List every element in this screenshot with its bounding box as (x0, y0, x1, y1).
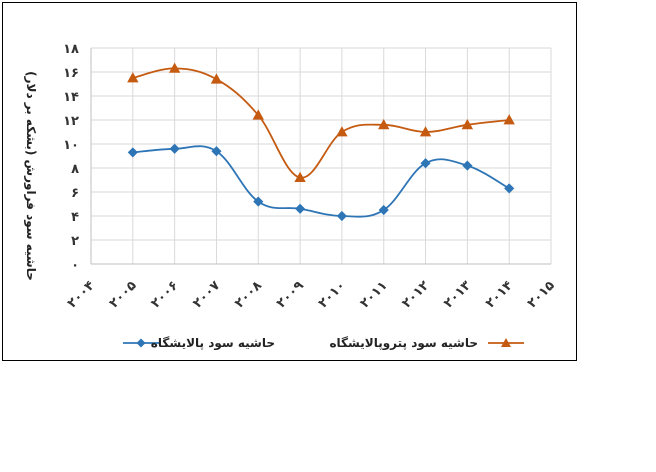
x-tick-label: ۲۰۱۱ (357, 278, 390, 311)
x-tick-label: ۲۰۰۷ (190, 278, 223, 311)
legend-marker-petro-refinery (501, 338, 511, 347)
x-tick-labels: ۲۰۰۴ ۲۰۰۵ ۲۰۰۶ ۲۰۰۷ ۲۰۰۸ ۲۰۰۹ ۲۰۱۰ ۲۰۱۱ ۲۰۱۲ ۲۰۱۳… (65, 278, 558, 311)
series-group (127, 62, 515, 222)
data-point (211, 146, 222, 157)
data-point (336, 126, 348, 137)
x-tick-label: ۲۰۱۵ (525, 278, 558, 311)
data-point (295, 203, 306, 214)
y-tick-label: ۴ (71, 210, 79, 225)
y-tick-label: ۱۰ (63, 138, 79, 153)
series-line (132, 145, 510, 218)
y-tick-label: ۱۸ (63, 42, 79, 57)
grid-lines (91, 47, 552, 264)
x-tick-label: ۲۰۰۶ (148, 278, 181, 311)
data-point (336, 210, 347, 222)
y-tick-label: ۸ (71, 162, 79, 177)
x-tick-label: ۲۰۱۰ (316, 278, 349, 311)
y-tick-label: ۶ (71, 186, 79, 201)
data-point (419, 126, 432, 137)
y-tick-label: ۱۴ (63, 90, 79, 105)
data-point (462, 160, 473, 171)
y-tick-label: ۲ (71, 234, 79, 249)
data-point (127, 147, 138, 158)
legend-item-petro-refinery: حاشیه سود پتروپالایشگاه (329, 336, 524, 351)
data-point (504, 183, 515, 194)
x-tick-label: ۲۰۰۸ (232, 278, 265, 311)
series-refinery (127, 143, 515, 222)
chart-frame: ۰ ۲ ۴ ۶ ۸ ۱۰ ۱۲ ۱۴ ۱۶ ۱۸ ۲۰۰۴ ۲۰۰۵ ۲۰۰۶ ۲۰۰۷ ۲۰۰۸ ۲۰۰۹… (2, 2, 577, 361)
legend-label-refinery: حاشیه سود پالایشگاه (151, 336, 275, 351)
legend: حاشیه سود پتروپالایشگاه حاشیه سود پالایش… (123, 336, 524, 351)
x-tick-label: ۲۰۰۴ (65, 278, 98, 311)
line-chart: ۰ ۲ ۴ ۶ ۸ ۱۰ ۱۲ ۱۴ ۱۶ ۱۸ ۲۰۰۴ ۲۰۰۵ ۲۰۰۶ ۲۰۰۷ ۲۰۰۸ ۲۰۰۹… (23, 42, 558, 351)
legend-item-refinery: حاشیه سود پالایشگاه (123, 336, 275, 351)
data-point (420, 158, 431, 169)
data-point (252, 109, 264, 120)
x-tick-label: ۲۰۰۹ (274, 278, 307, 311)
legend-marker-refinery (136, 338, 146, 348)
y-tick-labels: ۰ ۲ ۴ ۶ ۸ ۱۰ ۱۲ ۱۴ ۱۶ ۱۸ (63, 42, 79, 273)
data-point (503, 114, 515, 125)
series-line (132, 67, 510, 179)
data-point (253, 196, 264, 207)
y-tick-label: ۱۲ (63, 114, 79, 129)
y-axis-title: حاشیه سود فراورش (بشکه بر دلار) (23, 71, 38, 281)
x-tick-label: ۲۰۱۳ (441, 278, 474, 311)
data-point (210, 73, 223, 84)
data-point (168, 62, 181, 73)
y-tick-label: ۰ (71, 258, 79, 273)
data-point (294, 171, 306, 182)
data-point (378, 204, 389, 216)
x-tick-label: ۲۰۱۴ (483, 278, 516, 311)
data-point (169, 143, 180, 154)
data-point (378, 118, 390, 130)
series-petro-refinery (127, 62, 515, 182)
data-point (461, 118, 474, 130)
legend-label-petro-refinery: حاشیه سود پتروپالایشگاه (329, 336, 478, 351)
x-tick-label: ۲۰۰۵ (107, 278, 140, 311)
axes (90, 48, 551, 265)
data-point (127, 72, 139, 83)
x-tick-label: ۲۰۱۲ (399, 278, 432, 311)
y-tick-label: ۱۶ (63, 66, 79, 81)
